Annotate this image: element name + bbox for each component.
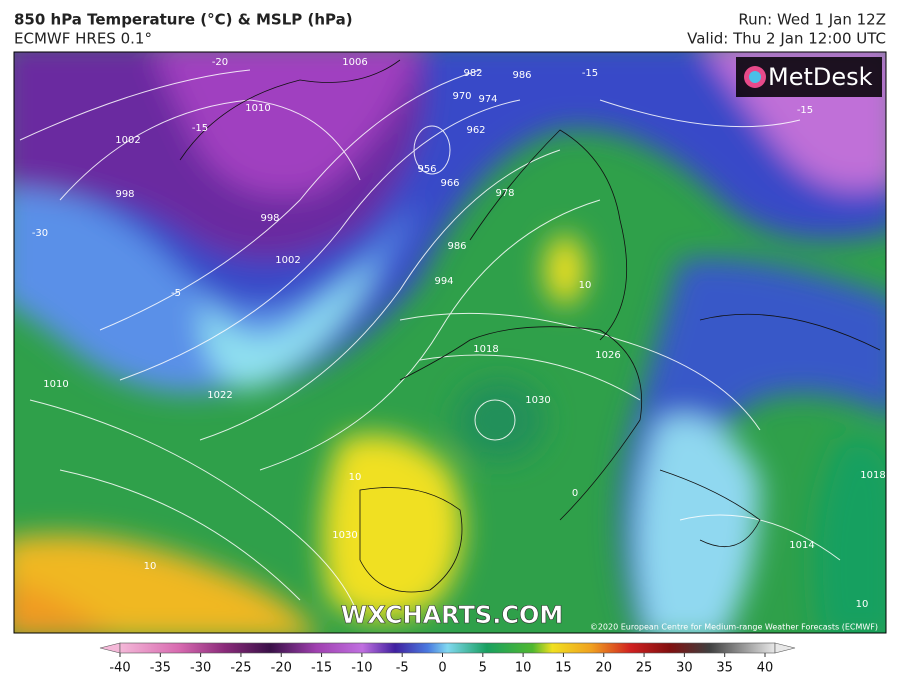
contour-label: 10 (349, 472, 362, 483)
contour-label: 10 (144, 561, 157, 572)
contour-label: 962 (466, 125, 485, 136)
contour-label: -20 (212, 57, 228, 68)
colorbar-label: 25 (636, 661, 653, 676)
contour-label: 998 (260, 213, 279, 224)
contour-label: 974 (478, 94, 497, 105)
contour-label: 0 (572, 488, 578, 499)
contour-label: -5 (171, 288, 181, 299)
colorbar-label: -5 (396, 661, 409, 676)
logo-text: MetDesk (768, 63, 873, 91)
contour-label: 978 (495, 188, 514, 199)
contour-label: 1014 (789, 540, 814, 551)
contour-label: 970 (452, 91, 471, 102)
contour-label: -30 (32, 228, 48, 239)
contour-label: 956 (417, 164, 436, 175)
run-time: Run: Wed 1 Jan 12Z (738, 11, 886, 29)
contour-label: 1006 (342, 57, 367, 68)
contour-label: 1018 (860, 470, 885, 481)
contour-label: 1022 (207, 390, 232, 401)
contour-label: 998 (115, 189, 134, 200)
colorbar-label: -30 (190, 661, 211, 676)
colorbar-label: -35 (150, 661, 171, 676)
contour-label: 1030 (332, 530, 357, 541)
contour-label: 994 (434, 276, 453, 287)
copyright: ©2020 European Centre for Medium-range W… (590, 623, 878, 632)
contour-label: 1010 (43, 379, 68, 390)
colorbar-label: 0 (438, 661, 446, 676)
subtitle: ECMWF HRES 0.1° (14, 30, 152, 48)
colorbar-label: -40 (109, 661, 130, 676)
contour-label: 966 (440, 178, 459, 189)
colorbar-label: 10 (515, 661, 532, 676)
contour-label: 982 (463, 68, 482, 79)
colorbar-label: -25 (230, 661, 251, 676)
colorbar-label: 5 (479, 661, 487, 676)
contour-label: 986 (447, 241, 466, 252)
colorbar-label: 30 (676, 661, 693, 676)
contour-label: 10 (579, 280, 592, 291)
valid-time: Valid: Thu 2 Jan 12:00 UTC (687, 30, 886, 48)
contour-label: -15 (582, 68, 598, 79)
contour-label: 1030 (525, 395, 550, 406)
contour-label: 1002 (275, 255, 300, 266)
contour-label: -15 (797, 105, 813, 116)
title: 850 hPa Temperature (°C) & MSLP (hPa) (14, 11, 353, 29)
colorbar-label: -10 (351, 661, 372, 676)
contour-label: 10 (856, 599, 869, 610)
colorbar-label: 15 (555, 661, 572, 676)
watermark: WXCHARTS.COM (341, 601, 563, 629)
contour-label: 1010 (245, 103, 270, 114)
contour-label: 1026 (595, 350, 620, 361)
map-frame (13, 51, 887, 634)
colorbar: -40 -35 -30 -25 -20 -15 -10 -5 0 5 10 15 20 25 30 35 40 (99, 642, 796, 676)
colorbar-label: -20 (271, 661, 292, 676)
contour-label: 1018 (473, 344, 498, 355)
colorbar-label: -15 (311, 661, 332, 676)
contour-label: 986 (512, 70, 531, 81)
contour-label: 1002 (115, 135, 140, 146)
colorbar-label: 40 (757, 661, 774, 676)
colorbar-label: 35 (716, 661, 733, 676)
colorbar-label: 20 (595, 661, 612, 676)
contour-label: -15 (192, 123, 208, 134)
